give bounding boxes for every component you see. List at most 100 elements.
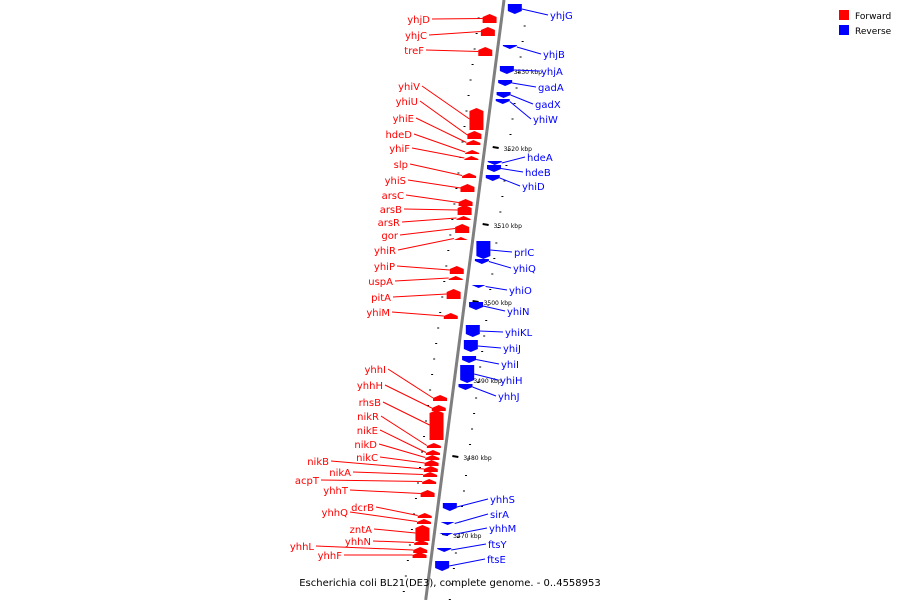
forward-gene-leader	[372, 540, 415, 543]
forward-gene-label: yhhI	[364, 365, 386, 376]
forward-gene-feature	[448, 276, 463, 280]
reverse-gene-leader	[510, 94, 534, 105]
reverse-gene-label: sirA	[490, 510, 509, 521]
forward-gene-feature	[424, 460, 439, 466]
forward-gene-feature	[414, 540, 429, 545]
reverse-gene-feature	[463, 340, 478, 352]
reverse-gene-leader	[512, 82, 537, 88]
forward-gene-feature	[423, 472, 438, 477]
forward-gene-label: dcrB	[351, 503, 374, 514]
genome-backbone	[424, 0, 506, 601]
forward-gene-leader	[409, 163, 463, 176]
forward-gene-leader	[379, 429, 427, 453]
reverse-gene-label: yhjA	[541, 67, 563, 78]
forward-gene-leader	[413, 133, 466, 153]
kbp-tick-mark	[472, 300, 479, 303]
reverse-gene-feature	[465, 325, 480, 337]
forward-gene-feature	[413, 547, 428, 553]
forward-gene-label: yhjC	[405, 31, 427, 42]
reverse-gene-leader	[477, 345, 502, 349]
reverse-gene-leader	[509, 101, 532, 120]
forward-gene-feature	[443, 313, 458, 319]
reverse-gene-leader	[499, 177, 521, 187]
kbp-tick-label: 3510 kbp	[494, 223, 522, 230]
reverse-gene-feature	[439, 533, 454, 536]
forward-gene-leader	[401, 217, 457, 223]
forward-gene-leader	[315, 545, 414, 551]
reverse-gene-leader	[516, 46, 542, 55]
reverse-gene-leader	[479, 330, 504, 333]
forward-gene-label: acpT	[295, 476, 320, 487]
kbp-tick-label: 3470 kbp	[453, 533, 481, 540]
forward-gene-leader	[425, 49, 479, 52]
forward-gene-label: yhjD	[407, 15, 430, 26]
forward-gene-leader	[415, 117, 467, 143]
forward-gene-feature	[416, 519, 431, 524]
forward-gene-leader	[397, 238, 454, 251]
reverse-gene-label: yhjG	[550, 11, 573, 22]
legend-forward-label: Forward	[855, 12, 892, 22]
forward-gene-label: nikE	[357, 426, 378, 437]
forward-gene-label: yhiR	[374, 246, 396, 257]
forward-gene-label: yhhL	[290, 542, 315, 553]
forward-gene-feature	[420, 490, 435, 497]
forward-gene-leader	[396, 265, 450, 271]
forward-gene-feature	[469, 108, 484, 130]
reverse-gene-leader	[490, 249, 513, 253]
forward-gene-feature	[456, 216, 471, 220]
forward-gene-leader	[392, 293, 447, 298]
reverse-gene-feature	[435, 561, 450, 571]
reverse-gene-label: ftsE	[487, 555, 506, 566]
reverse-gene-label: yhiH	[500, 376, 523, 387]
reverse-gene-label: yhhM	[489, 524, 516, 535]
forward-gene-feature	[467, 131, 482, 139]
reverse-gene-leader	[485, 286, 508, 291]
forward-gene-feature	[429, 410, 444, 440]
forward-gene-leader	[382, 401, 430, 426]
forward-gene-feature	[423, 466, 438, 472]
forward-gene-leader	[379, 456, 425, 464]
forward-gene-leader	[403, 208, 458, 211]
reverse-gene-feature	[469, 302, 484, 310]
reverse-gene-label: hdeA	[527, 153, 553, 164]
reverse-gene-label: yhiJ	[503, 344, 521, 355]
forward-gene-feature	[478, 47, 493, 56]
reverse-gene-leader	[475, 359, 500, 365]
forward-gene-leader	[384, 384, 432, 409]
reverse-gene-label: yhiD	[522, 182, 545, 193]
legend-forward: Forward	[839, 10, 891, 22]
kbp-tick-mark	[482, 223, 489, 226]
forward-gene-label: yhiM	[366, 308, 390, 319]
forward-gene-leader	[375, 506, 418, 516]
reverse-gene-feature	[476, 241, 491, 259]
reverse-gene-feature	[496, 92, 511, 98]
reverse-gene-label: prlC	[514, 248, 534, 259]
reverse-gene-feature	[458, 384, 473, 390]
forward-gene-leader	[428, 31, 481, 36]
forward-gene-feature	[458, 199, 473, 206]
reverse-gene-leader	[451, 543, 487, 551]
reverse-gene-leader	[482, 305, 506, 312]
forward-gene-leader	[399, 228, 456, 236]
reverse-gene-feature	[498, 80, 513, 86]
kbp-tick-mark	[452, 455, 459, 458]
forward-gene-feature	[431, 405, 446, 411]
forward-gene-leader	[378, 443, 426, 458]
forward-gene-leader	[349, 511, 418, 522]
forward-gene-feature	[465, 150, 480, 154]
reverse-gene-feature	[495, 99, 510, 104]
reverse-gene-leader	[500, 168, 524, 173]
legend-reverse-swatch	[839, 25, 849, 35]
forward-gene-leader	[394, 277, 449, 282]
reverse-gene-feature	[462, 356, 477, 363]
forward-gene-label: pitA	[371, 293, 391, 304]
forward-gene-feature	[417, 513, 432, 518]
reverse-gene-label: yhhJ	[498, 392, 520, 403]
reverse-gene-feature	[507, 4, 522, 14]
forward-gene-feature	[449, 266, 464, 274]
reverse-gene-leader	[449, 558, 486, 567]
reverse-gene-feature	[487, 161, 502, 165]
reverse-gene-label: yhiN	[507, 307, 530, 318]
forward-gene-label: treF	[404, 46, 424, 57]
